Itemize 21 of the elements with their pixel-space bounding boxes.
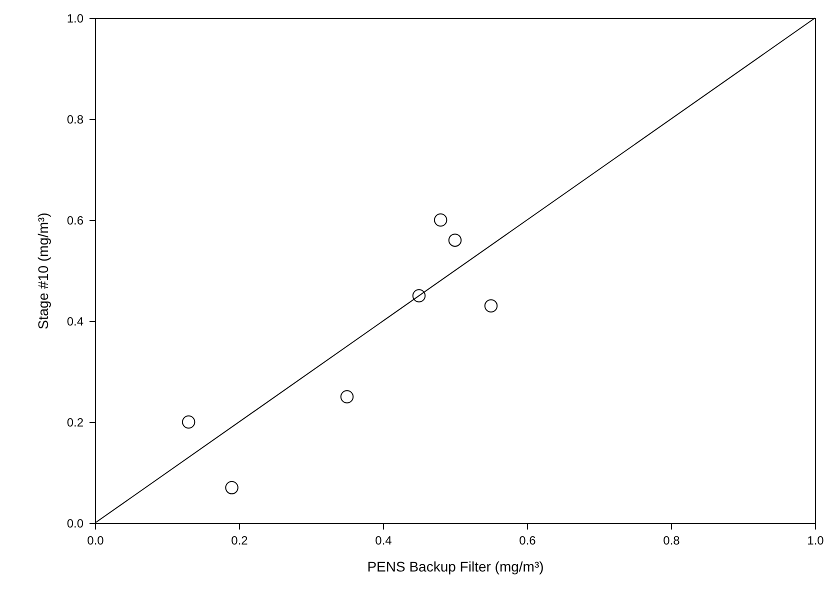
point: [448, 234, 462, 247]
point: [225, 481, 238, 494]
y-tick-label: 0.6: [66, 214, 84, 228]
y-tick-label: 0.8: [66, 112, 84, 126]
y-tick-label: 0.0: [66, 516, 84, 530]
x-tick-label: 1.0: [807, 534, 824, 548]
x-tick-label: 0.2: [231, 534, 248, 548]
y-tick-label: 0.4: [66, 314, 84, 328]
point: [182, 415, 196, 429]
point: [340, 390, 354, 404]
x-tick-label: 0.8: [663, 534, 680, 548]
x-axis-title: PENS Backup Filter (mg/m³): [367, 558, 544, 574]
x-tick-label: 0.6: [519, 534, 536, 548]
y-axis-title: Stage #10 (mg/m³): [34, 212, 51, 330]
x-tick-label: 0.4: [375, 534, 392, 548]
point: [484, 299, 498, 312]
y-tick-label: 1.0: [66, 12, 84, 26]
x-tick-label: 0.0: [87, 534, 104, 548]
point: [412, 289, 426, 302]
y-tick-label: 0.2: [66, 416, 84, 430]
point: [434, 213, 448, 227]
